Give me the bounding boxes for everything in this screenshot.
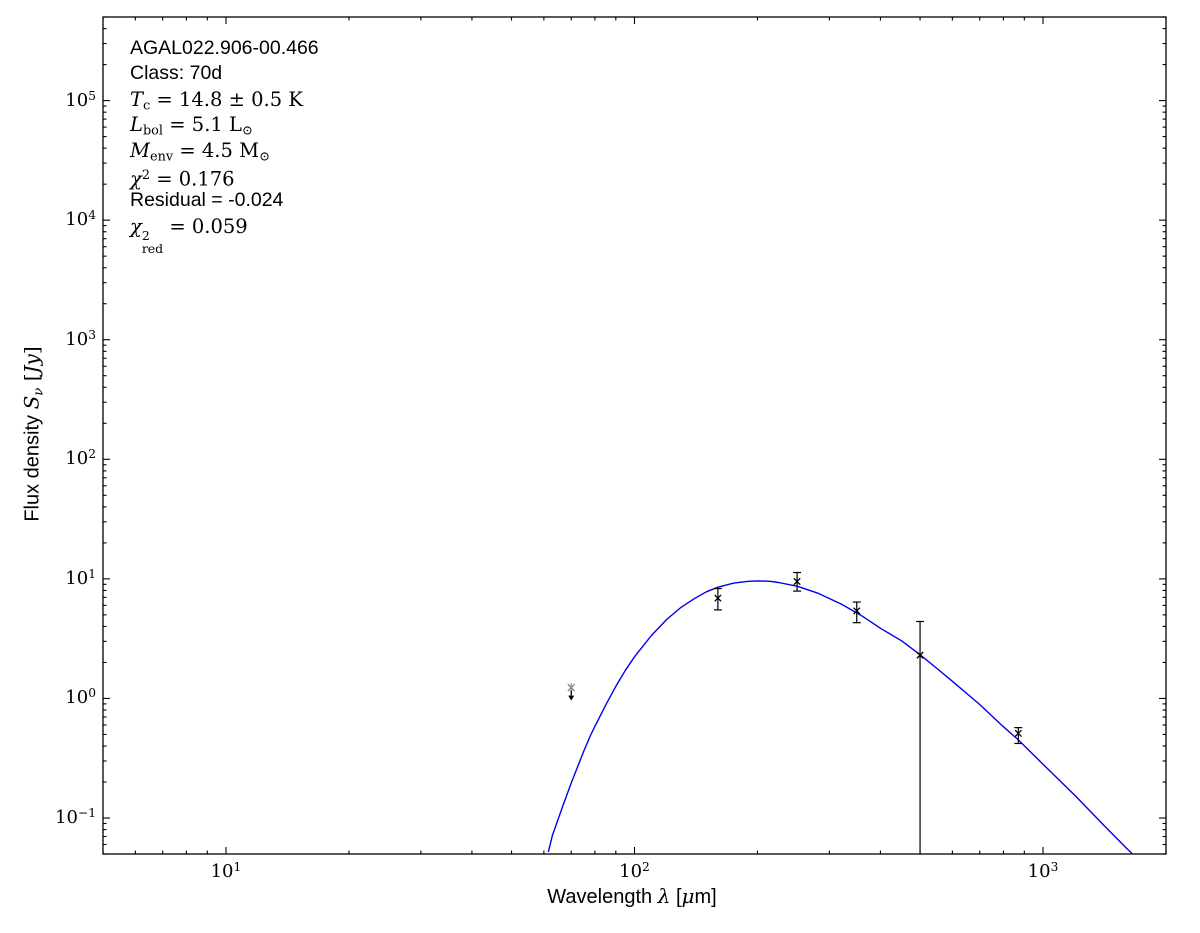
text-segment: Residual = -0.024 [130,189,284,212]
tick-base: 10 [65,687,89,709]
text-segment: = 4.5 M [173,138,260,162]
tick-exponent: 1 [233,860,242,874]
text-segment: ] [19,346,44,355]
annotation-line-envelope-mass: Menv = 4.5 M⊙ [130,138,319,165]
tick-exponent: 2 [642,860,650,874]
y-tick-label: 102 [32,447,96,469]
tick-base: 10 [619,861,643,883]
annotation-line-temperature: Tc = 14.8 ± 0.5 K [130,87,319,114]
math-supsub: 2 red [141,227,164,256]
annotation-line-luminosity: Lbol = 5.1 L⊙ [130,112,319,139]
tick-base: 10 [55,807,78,829]
y-tick-label: 103 [32,328,96,350]
annotation-line-chi-squared-reduced: χ 2 red = 0.059 [130,214,319,255]
text-segment: = 14.8 ± 0.5 K [150,87,303,111]
annotation-line-chi-squared: χ2 = 0.176 [130,163,319,191]
text-segment: env [149,149,174,165]
y-tick-label: 10−1 [32,806,96,828]
tick-base: 10 [65,89,89,111]
text-segment: L [130,113,143,137]
annotation-line-class: Class: 70d [130,61,319,86]
tick-base: 10 [65,209,89,231]
text-segment: S [19,395,44,410]
text-segment: = 0.176 [150,167,235,191]
x-tick-label: 103 [1003,860,1083,882]
text-segment: bol [142,123,164,139]
data-marker-x [853,607,861,615]
y-tick-label: 105 [32,89,96,111]
text-segment: λ [657,884,671,908]
data-marker-x [916,651,924,659]
data-marker-x [793,577,801,586]
text-segment: = 5.1 L [163,113,242,137]
tick-exponent: 5 [88,88,96,103]
tick-base: 10 [65,328,89,350]
tick-base: 10 [1027,861,1051,883]
text-segment: T [130,87,144,111]
text-segment: m] [694,886,717,908]
text-segment: [ [19,373,44,388]
annotation-line-source-name: AGAL022.906-00.466 [130,36,319,61]
text-segment: χ [130,214,142,238]
tick-base: 10 [65,448,89,470]
tick-base: 10 [210,861,234,883]
curve-group [547,580,1134,854]
text-segment: Class: 70d [130,62,223,85]
fit-annotation: AGAL022.906-00.466 Class: 70d Tc = 14.8 ± … [130,36,319,255]
tick-exponent: 2 [88,447,96,462]
sub-text: red [141,240,164,256]
x-axis-label: Wavelength λ [μm] [547,884,716,909]
y-axis-label: Flux density Sν [Jy] [20,346,47,521]
data-marker-x [1014,729,1022,738]
model-curve [547,580,1134,854]
text-segment: Flux density [21,409,44,522]
tick-exponent: 0 [88,686,96,701]
text-segment: M [130,138,150,162]
text-segment: Jy [19,354,44,374]
text-segment: [ [670,886,682,908]
upper-limit-arrow-head [568,695,575,701]
annotation-line-residual: Residual = -0.024 [130,188,319,213]
tick-exponent: 3 [88,327,96,342]
y-tick-label: 101 [32,567,96,589]
tick-base: 10 [65,568,89,590]
plot-frame [102,16,1167,855]
tick-exponent: 3 [1050,860,1059,874]
text-segment: AGAL022.906-00.466 [130,37,319,59]
text-segment: 2 [141,167,151,183]
text-segment: χ [130,167,142,191]
tick-exponent: 1 [88,566,96,581]
sup-text: 2 [141,227,150,243]
y-tick-label: 100 [32,686,96,708]
text-segment: ⊙ [241,123,253,139]
x-tick-label: 101 [186,860,266,882]
tick-exponent: 4 [88,208,96,223]
text-segment: ⊙ [259,149,270,165]
text-segment: μ [681,884,695,908]
y-tick-label: 104 [32,208,96,230]
tick-exponent: −1 [77,806,96,821]
data-marker-x [714,594,722,602]
x-tick-label: 102 [595,860,675,882]
text-segment: = 0.059 [163,214,248,238]
text-segment: ν [31,387,47,396]
points-group [567,571,1023,854]
text-segment: c [143,98,151,114]
text-segment: Wavelength [547,886,658,908]
